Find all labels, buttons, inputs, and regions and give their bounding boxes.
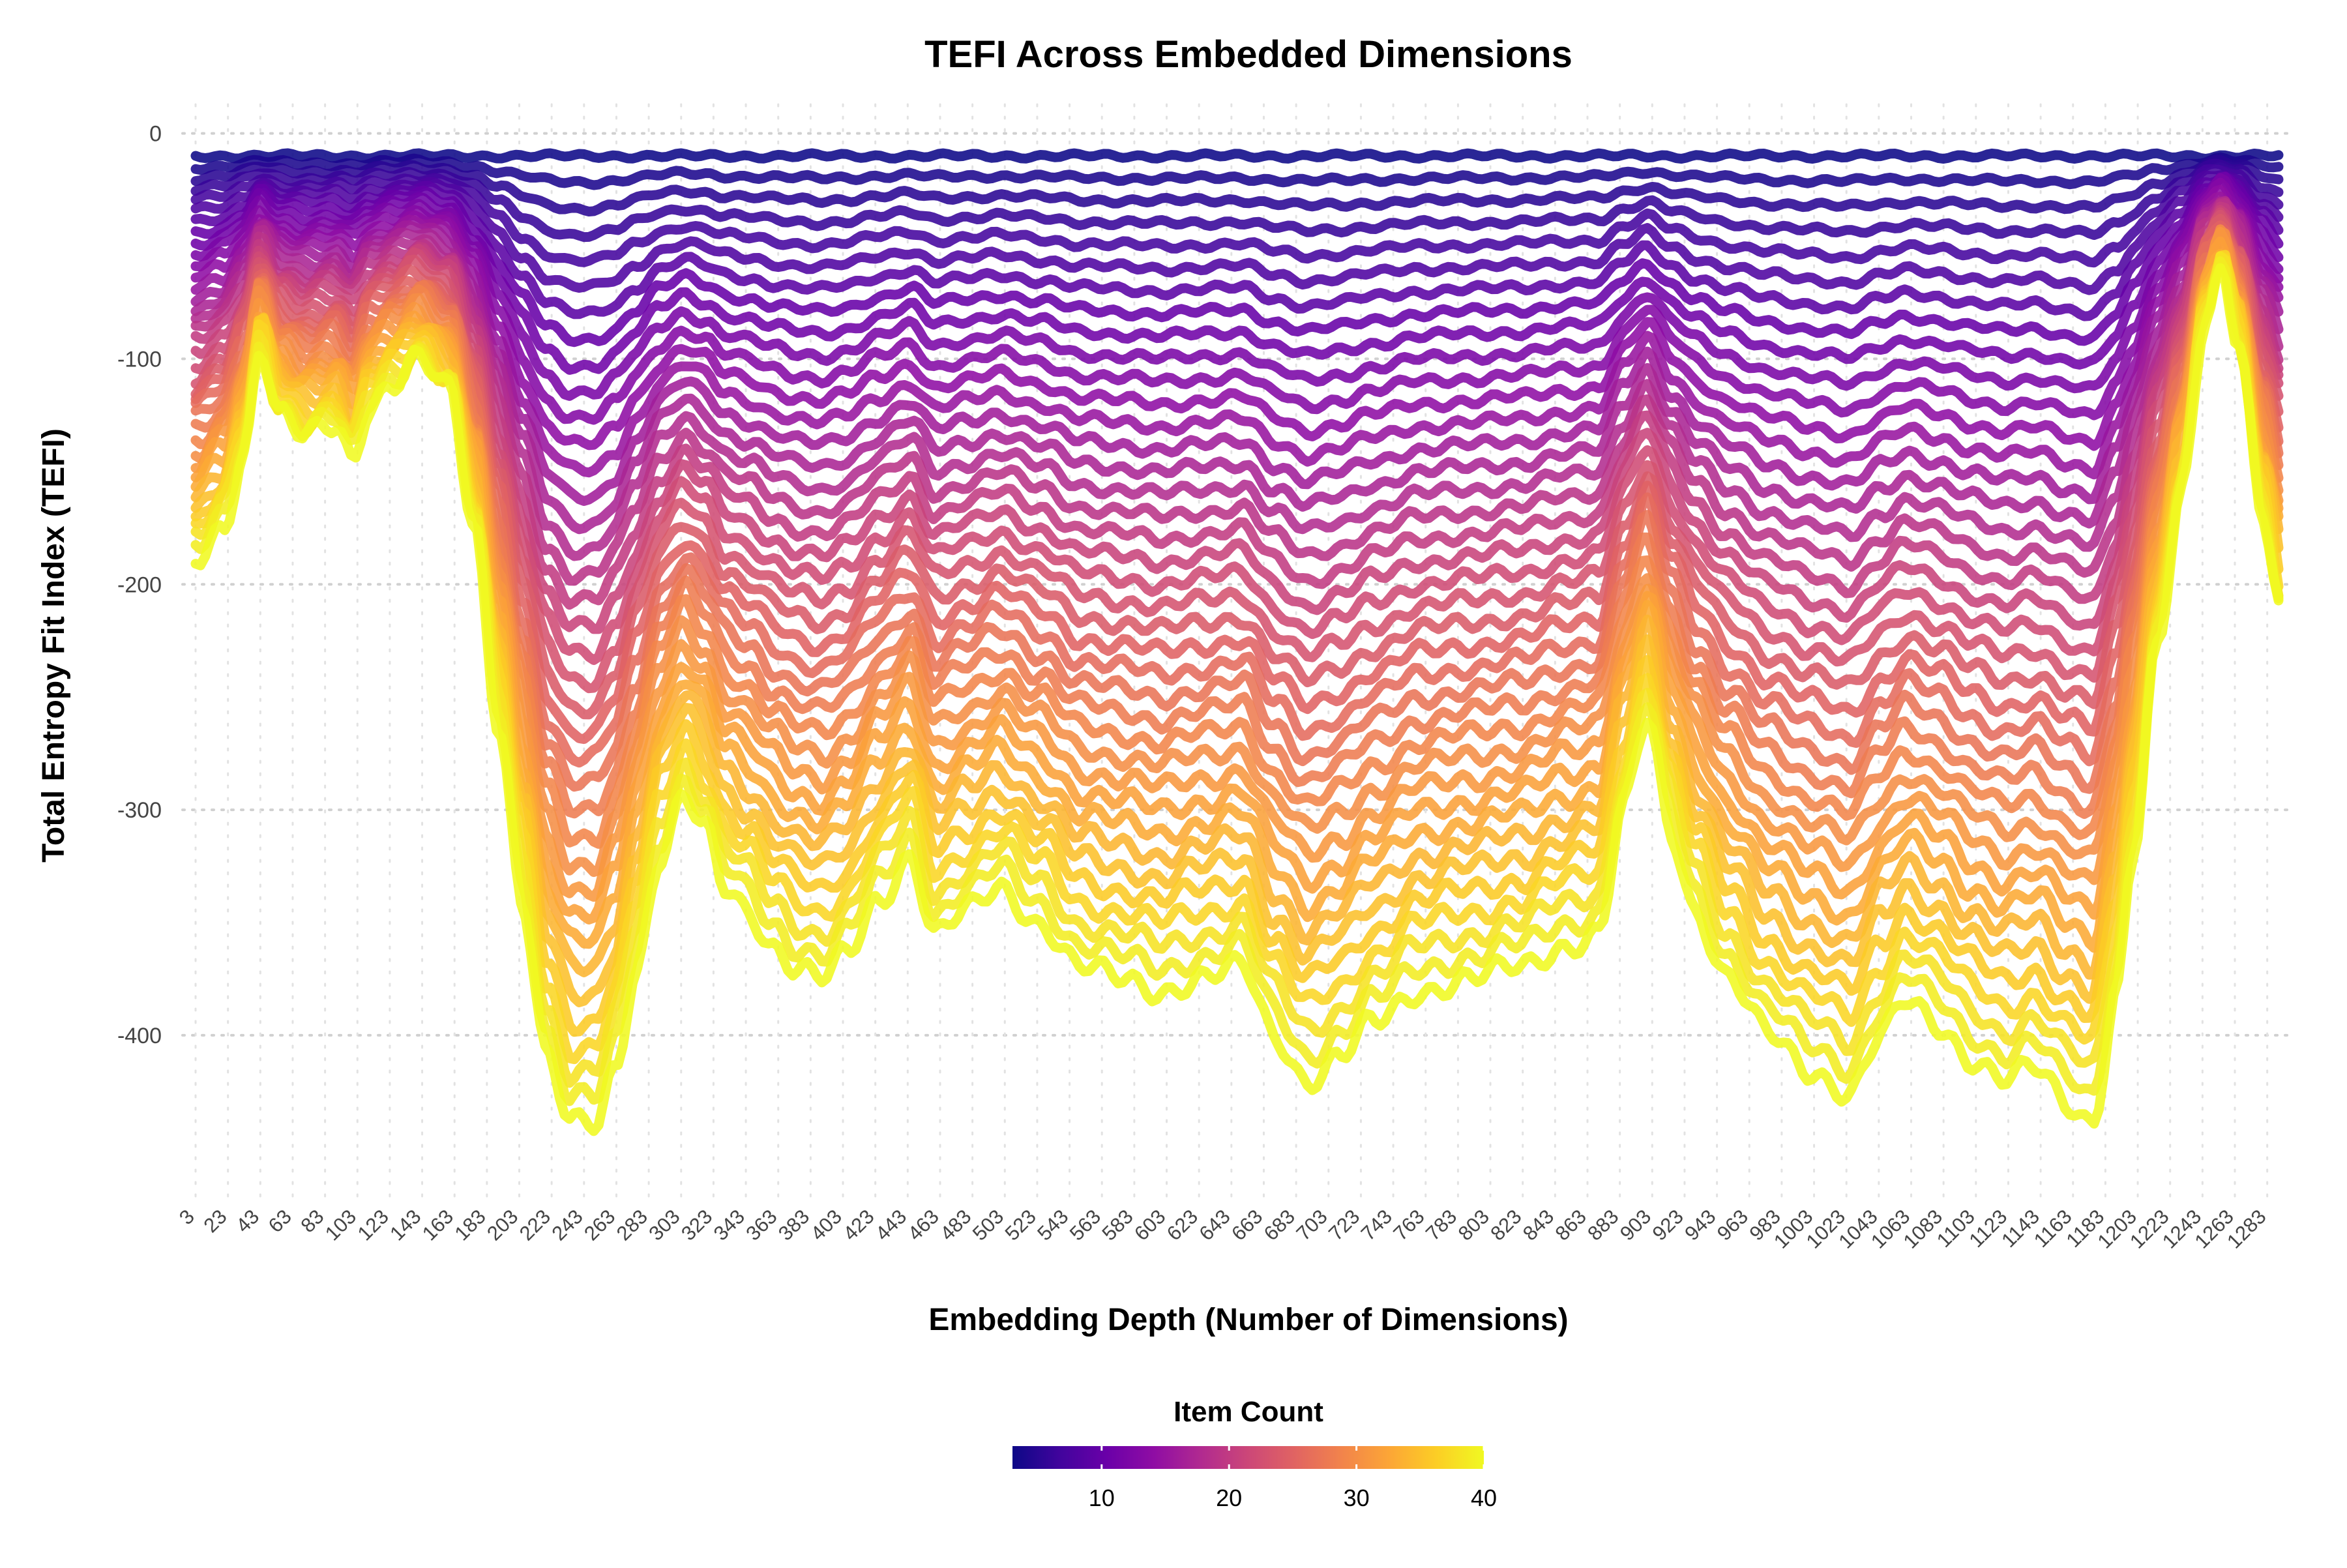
x-tick-label: 903 xyxy=(1616,1205,1655,1245)
series-group xyxy=(190,148,2284,1136)
y-axis-ticks: 0 -100 -200 -300 -400 xyxy=(117,122,162,1048)
series-line-items-20 xyxy=(190,201,2284,610)
legend-tick-label: 20 xyxy=(1216,1485,1242,1511)
x-tick-label: 1283 xyxy=(2222,1205,2271,1253)
series-line-items-25 xyxy=(190,220,2284,745)
series-line-items-17 xyxy=(190,196,2284,535)
series-line-items-15 xyxy=(190,191,2284,480)
x-tick-label: 943 xyxy=(1680,1205,1720,1245)
y-tick-label: 0 xyxy=(149,122,162,147)
x-tick-label: 103 xyxy=(321,1205,361,1245)
series-line-items-21 xyxy=(190,205,2284,634)
y-tick-label: -300 xyxy=(117,798,162,823)
legend-tick-label: 40 xyxy=(1471,1485,1497,1511)
x-tick-label: 643 xyxy=(1194,1205,1234,1245)
y-tick-label: -100 xyxy=(117,347,162,372)
series-line-items-24 xyxy=(190,214,2284,720)
x-tick-label: 883 xyxy=(1583,1205,1623,1245)
series-line-items-12 xyxy=(190,173,2284,401)
y-axis-label: Total Entropy Fit Index (TEFI) xyxy=(37,428,71,863)
x-tick-label: 603 xyxy=(1130,1205,1170,1245)
x-tick-label: 443 xyxy=(871,1205,911,1245)
x-tick-label: 723 xyxy=(1324,1205,1364,1245)
series-line-items-13 xyxy=(190,177,2284,425)
x-tick-label: 823 xyxy=(1486,1205,1526,1245)
x-tick-label: 523 xyxy=(1001,1205,1041,1245)
x-tick-label: 703 xyxy=(1292,1205,1331,1245)
series-line-items-23 xyxy=(190,209,2284,694)
x-tick-label: 503 xyxy=(968,1205,1008,1245)
x-tick-label: 183 xyxy=(450,1205,490,1245)
x-tick-label: 263 xyxy=(580,1205,619,1245)
x-tick-label: 783 xyxy=(1421,1205,1461,1245)
legend-ticks: 10 20 30 40 xyxy=(1089,1446,1497,1511)
chart-title: TEFI Across Embedded Dimensions xyxy=(924,33,1572,76)
x-tick-label: 3 xyxy=(175,1205,199,1229)
x-tick-label: 403 xyxy=(806,1205,846,1245)
x-tick-label: 23 xyxy=(199,1205,231,1237)
series-line-items-11 xyxy=(190,171,2284,375)
x-tick-label: 563 xyxy=(1065,1205,1105,1245)
x-tick-label: 803 xyxy=(1454,1205,1494,1245)
legend: Item Count 10 20 30 40 xyxy=(1012,1396,1497,1511)
series-line-items-14 xyxy=(190,185,2284,451)
series-line-items-18 xyxy=(190,196,2284,561)
x-tick-label: 663 xyxy=(1227,1205,1267,1245)
x-tick-label: 163 xyxy=(418,1205,458,1245)
x-tick-label: 963 xyxy=(1713,1205,1752,1245)
legend-tick-label: 30 xyxy=(1344,1485,1370,1511)
x-tick-label: 423 xyxy=(838,1205,878,1245)
x-tick-label: 683 xyxy=(1260,1205,1299,1245)
series-line-items-29 xyxy=(190,228,2284,849)
series-line-items-8 xyxy=(190,170,2284,295)
x-tick-label: 623 xyxy=(1162,1205,1202,1245)
x-tick-label: 143 xyxy=(385,1205,425,1245)
x-tick-label: 203 xyxy=(482,1205,522,1245)
x-tick-label: 363 xyxy=(741,1205,781,1245)
x-tick-label: 843 xyxy=(1518,1205,1558,1245)
y-tick-label: -200 xyxy=(117,572,162,597)
x-tick-label: 763 xyxy=(1389,1205,1428,1245)
x-tick-label: 303 xyxy=(644,1205,684,1245)
x-tick-label: 243 xyxy=(547,1205,587,1245)
x-tick-label: 463 xyxy=(904,1205,943,1245)
legend-colorbar xyxy=(1012,1446,1484,1469)
series-line-items-19 xyxy=(190,198,2284,586)
series-line-items-40 xyxy=(190,263,2284,1136)
series-line-items-22 xyxy=(190,207,2284,665)
series-line-items-9 xyxy=(190,171,2284,321)
x-tick-label: 863 xyxy=(1551,1205,1591,1245)
x-tick-label: 383 xyxy=(774,1205,814,1245)
series-line-items-6 xyxy=(190,158,2284,243)
x-tick-label: 63 xyxy=(264,1205,296,1237)
series-line-items-10 xyxy=(190,171,2284,348)
x-tick-label: 283 xyxy=(612,1205,652,1245)
series-line-items-4 xyxy=(190,152,2284,190)
x-axis-label: Embedding Depth (Number of Dimensions) xyxy=(928,1303,1568,1337)
y-tick-label: -400 xyxy=(117,1024,162,1048)
series-line-items-3 xyxy=(190,148,2284,164)
x-tick-label: 743 xyxy=(1357,1205,1396,1245)
x-tick-label: 123 xyxy=(353,1205,393,1245)
x-tick-label: 43 xyxy=(231,1205,263,1237)
x-tick-label: 223 xyxy=(515,1205,555,1245)
x-tick-label: 483 xyxy=(936,1205,975,1245)
series-line-items-30 xyxy=(190,224,2284,878)
x-axis-ticks: 3 23 43 63 831031231431631832032232432632833… xyxy=(175,1205,2271,1253)
legend-title: Item Count xyxy=(1174,1396,1323,1428)
x-tick-label: 543 xyxy=(1033,1205,1072,1245)
legend-tick-label: 10 xyxy=(1089,1485,1115,1511)
x-tick-label: 923 xyxy=(1648,1205,1688,1245)
x-tick-label: 343 xyxy=(709,1205,749,1245)
series-line-items-7 xyxy=(190,164,2284,268)
x-tick-label: 583 xyxy=(1097,1205,1137,1245)
x-tick-label: 323 xyxy=(677,1205,716,1245)
series-line-items-16 xyxy=(190,196,2284,506)
series-line-items-5 xyxy=(190,155,2284,216)
